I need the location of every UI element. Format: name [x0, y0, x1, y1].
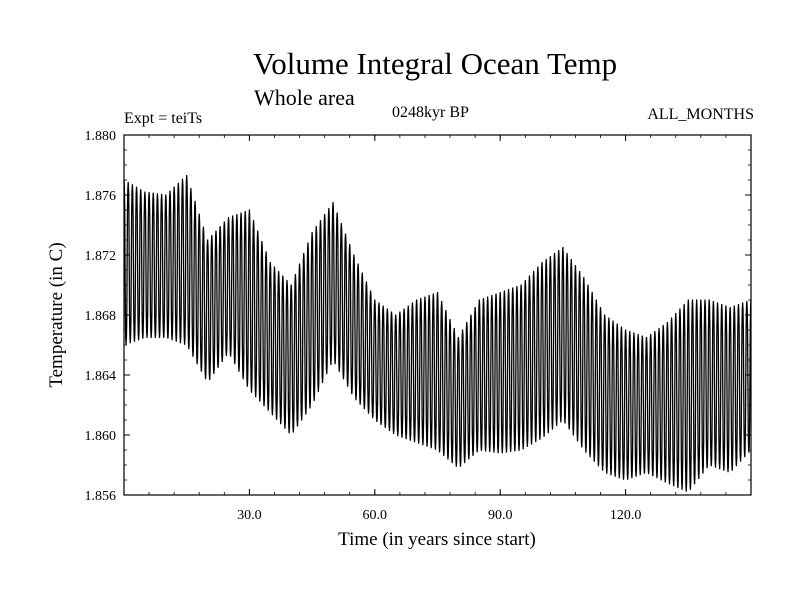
- y-tick-label: 1.876: [85, 189, 117, 204]
- y-tick-label: 1.872: [85, 249, 117, 264]
- experiment-label: Expt = teiTs: [124, 110, 203, 127]
- y-tick-label: 1.880: [85, 129, 117, 144]
- y-tick-label: 1.860: [85, 429, 117, 444]
- x-tick-label: 30.0: [237, 508, 262, 523]
- months-label: ALL_MONTHS: [647, 106, 754, 123]
- chart-title: Volume Integral Ocean Temp: [252, 46, 618, 81]
- x-axis-label: Time (in years since start): [338, 529, 536, 550]
- axis-layer: 1.856 1.860 1.864 1.868 1.872 1.876 1.880 30.0 6…: [85, 129, 752, 523]
- x-tick-label: 120.0: [610, 508, 642, 523]
- x-tick-label: 60.0: [363, 508, 388, 523]
- y-axis-label: Temperature (in C): [46, 242, 67, 387]
- y-tick-label: 1.864: [85, 369, 117, 384]
- chart-subtitle: Whole area: [254, 85, 355, 110]
- period-label: 0248kyr BP: [392, 104, 469, 121]
- series-layer: [123, 174, 752, 492]
- y-tick-label: 1.868: [85, 309, 117, 324]
- x-tick-label: 90.0: [488, 508, 513, 523]
- series-line: [123, 174, 752, 492]
- y-tick-label: 1.856: [85, 489, 117, 504]
